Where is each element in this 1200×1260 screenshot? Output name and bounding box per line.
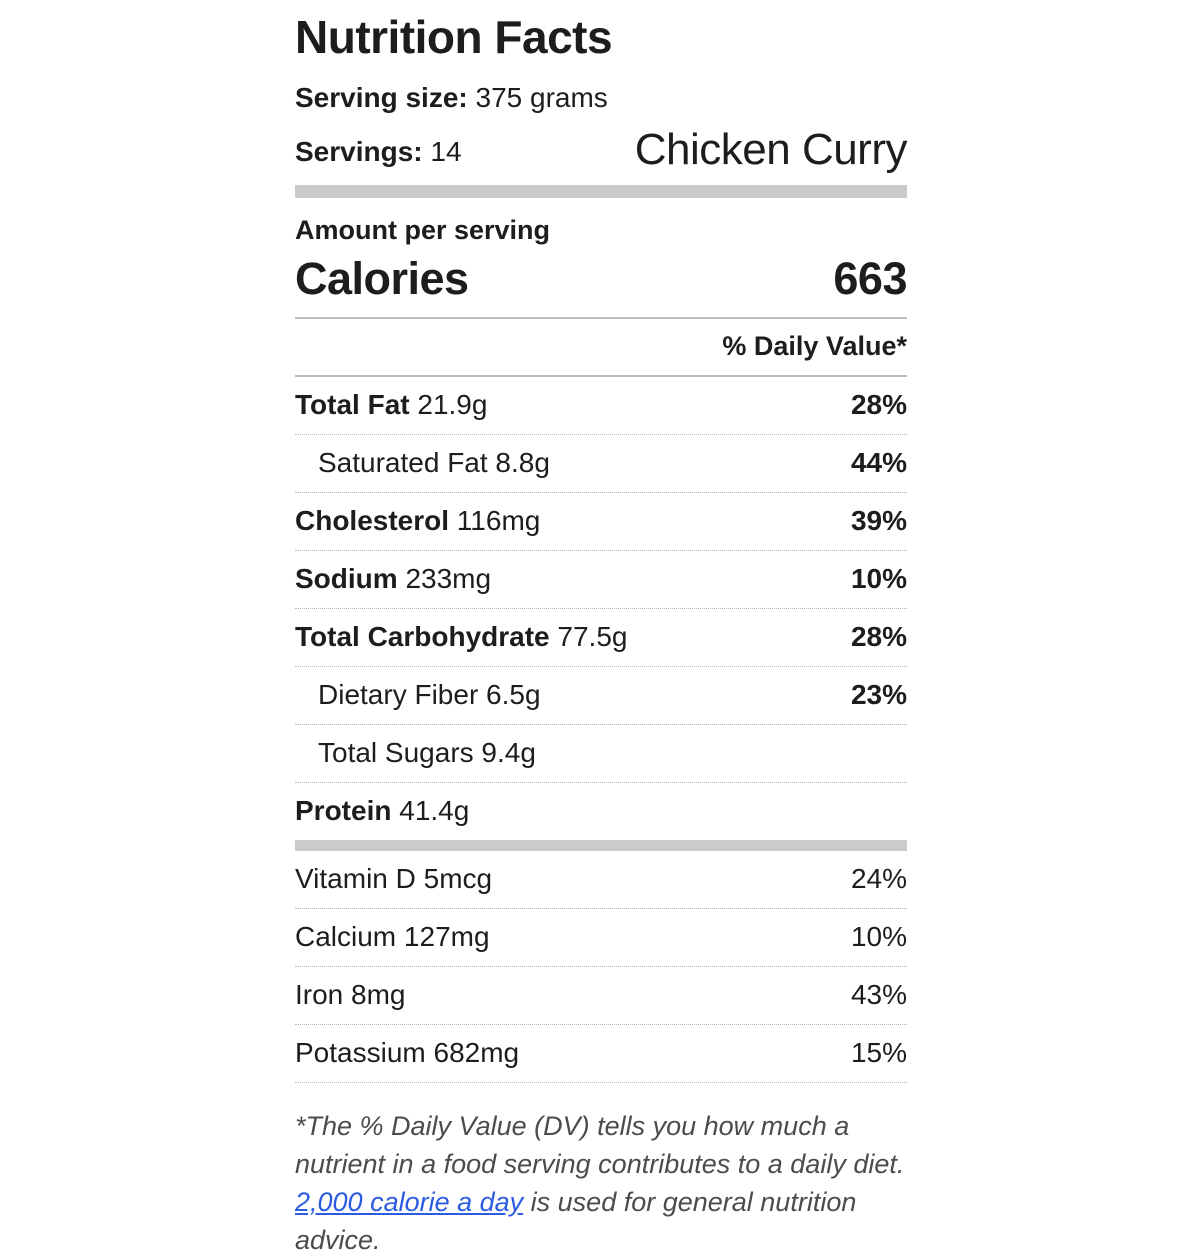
nutrient-row-saturated-fat: Saturated Fat 8.8g 44% [295, 435, 907, 494]
footnote-text-before: *The % Daily Value (DV) tells you how mu… [295, 1111, 905, 1180]
daily-value-percent: 28% [850, 389, 907, 421]
nutrient-name: Iron [295, 979, 344, 1011]
micronutrient-row-vitamin-d: Vitamin D 5mcg 24% [295, 851, 907, 910]
nutrient-name-amount: Vitamin D 5mcg [295, 863, 492, 895]
micronutrient-row-iron: Iron 8mg 43% [295, 967, 907, 1026]
nutrient-name-amount: Saturated Fat 8.8g [295, 447, 550, 479]
nutrient-name-amount: Iron 8mg [295, 979, 406, 1011]
nutrient-name: Potassium [295, 1037, 426, 1069]
nutrient-name-amount: Total Carbohydrate 77.5g [295, 621, 627, 653]
daily-value-percent: 10% [850, 563, 907, 595]
nutrient-name: Total Sugars [318, 737, 474, 769]
nutrient-row-dietary-fiber: Dietary Fiber 6.5g 23% [295, 667, 907, 726]
serving-size-value: 375 grams [475, 81, 608, 113]
nutrient-row-sodium: Sodium 233mg 10% [295, 551, 907, 610]
nutrient-name: Saturated Fat [318, 447, 488, 479]
nutrient-amount: 77.5g [549, 621, 628, 653]
nutrient-name: Cholesterol [295, 505, 450, 537]
nutrient-amount: 9.4g [473, 737, 536, 769]
nutrient-name-amount: Dietary Fiber 6.5g [295, 679, 541, 711]
nutrient-amount: 116mg [449, 505, 541, 537]
nutrient-amount: 6.5g [478, 679, 541, 711]
nutrient-name-amount: Calcium 127mg [295, 921, 490, 953]
nutrient-amount: 233mg [397, 563, 492, 595]
amount-per-serving-label: Amount per serving [295, 215, 551, 246]
daily-value-header: % Daily Value* [295, 319, 907, 378]
nutrient-name-amount: Total Fat 21.9g [295, 389, 487, 421]
nutrient-name-amount: Potassium 682mg [295, 1037, 519, 1069]
nutrient-name: Total Carbohydrate [295, 621, 550, 653]
nutrient-name: Total Fat [295, 389, 410, 421]
nutrient-name: Calcium [295, 921, 397, 953]
serving-size-row: Serving size: 375 grams [295, 81, 907, 114]
servings-count: Servings: 14 [295, 135, 462, 173]
nutrient-amount: 8mg [343, 979, 406, 1011]
nutrient-name-amount: Protein 41.4g [295, 795, 469, 827]
nutrient-row-cholesterol: Cholesterol 116mg 39% [295, 493, 907, 552]
nutrient-row-protein: Protein 41.4g [295, 783, 907, 840]
micronutrient-row-potassium: Potassium 682mg 15% [295, 1025, 907, 1084]
recipe-name: Chicken Curry [634, 125, 908, 175]
nutrient-amount: 5mcg [415, 863, 493, 895]
nutrient-amount: 8.8g [487, 447, 550, 479]
nutrition-facts-title: Nutrition Facts [295, 11, 613, 63]
micronutrient-table: Vitamin D 5mcg 24% Calcium 127mg 10% Iron 8m… [295, 851, 907, 1084]
nutrient-name: Vitamin D [295, 863, 416, 895]
calories-row: Calories 663 [295, 253, 907, 320]
nutrient-amount: 682mg [425, 1037, 520, 1069]
nutrient-name: Dietary Fiber [318, 679, 479, 711]
daily-value-percent: 10% [850, 921, 907, 953]
servings-row: Servings: 14 Chicken Curry [295, 125, 908, 175]
nutrient-amount: 21.9g [409, 389, 488, 421]
nutrient-row-total-carbohydrate: Total Carbohydrate 77.5g 28% [295, 609, 907, 668]
nutrient-row-total-sugars: Total Sugars 9.4g [295, 725, 907, 784]
nutrient-amount: 127mg [396, 921, 490, 953]
daily-value-percent: 28% [850, 621, 907, 653]
nutrient-name-amount: Sodium 233mg [295, 563, 491, 595]
servings-label: Servings: [295, 135, 423, 167]
daily-value-percent: 39% [850, 505, 907, 537]
daily-value-footnote: *The % Daily Value (DV) tells you how mu… [295, 1108, 907, 1259]
daily-value-percent: 15% [850, 1037, 907, 1069]
micronutrient-row-calcium: Calcium 127mg 10% [295, 909, 907, 968]
nutrient-table: Total Fat 21.9g 28% Saturated Fat 8.8g 44% C… [295, 377, 907, 840]
divider-thick-middle [295, 840, 907, 852]
servings-value: 14 [430, 135, 462, 167]
nutrient-name: Sodium [295, 563, 398, 595]
daily-value-percent: 24% [850, 863, 907, 895]
serving-size-label: Serving size: [295, 81, 468, 113]
nutrient-row-total-fat: Total Fat 21.9g 28% [295, 377, 907, 436]
calories-value: 663 [833, 253, 907, 305]
daily-value-percent: 44% [850, 447, 907, 479]
calories-label: Calories [295, 253, 469, 305]
divider-thick-top [295, 185, 907, 199]
nutrition-facts-label: Nutrition Facts Serving size: 375 grams … [295, 11, 908, 1260]
calorie-diet-link[interactable]: 2,000 calorie a day [295, 1186, 524, 1217]
nutrient-name-amount: Total Sugars 9.4g [295, 737, 536, 769]
nutrient-name: Protein [295, 795, 392, 827]
daily-value-percent: 23% [850, 679, 907, 711]
daily-value-percent: 43% [850, 979, 907, 1011]
nutrient-name-amount: Cholesterol 116mg [295, 505, 540, 537]
nutrient-amount: 41.4g [391, 795, 470, 827]
